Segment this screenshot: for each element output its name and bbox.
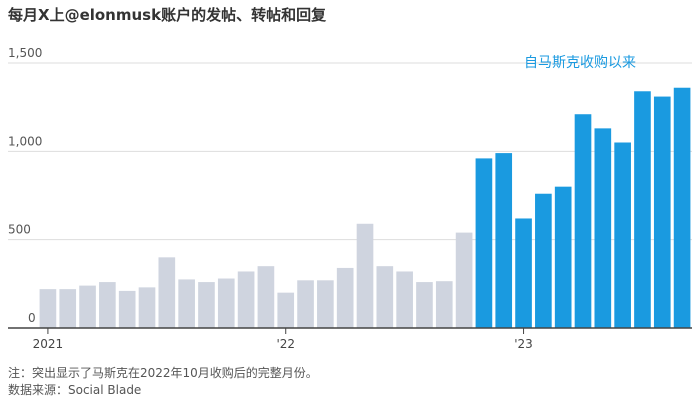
bar-post-acquisition: [614, 142, 631, 328]
bars: [39, 87, 691, 329]
bar-post-acquisition: [673, 87, 691, 328]
x-tick-label: '22: [276, 337, 295, 351]
bar-pre-acquisition: [396, 271, 413, 328]
footnote: 注：突出显示了马斯克在2022年10月收购后的完整月份。: [8, 366, 318, 380]
chart-title: 每月X上@elonmusk账户的发帖、转帖和回复: [8, 6, 327, 24]
bar-post-acquisition: [574, 114, 592, 328]
bar-pre-acquisition: [336, 267, 354, 328]
bar-post-acquisition: [594, 128, 612, 328]
x-axis-labels: 2021 '22 '23: [33, 337, 533, 351]
y-tick-label: 1,500: [8, 46, 42, 60]
bar-pre-acquisition: [277, 292, 295, 328]
bar-pre-acquisition: [158, 257, 176, 328]
bar-pre-acquisition: [376, 266, 394, 328]
bar-post-acquisition: [475, 158, 493, 328]
source-note: 数据来源：Social Blade: [8, 383, 142, 397]
bar-pre-acquisition: [39, 289, 57, 328]
bar-pre-acquisition: [237, 271, 255, 328]
bar-pre-acquisition: [138, 287, 156, 328]
bar-pre-acquisition: [257, 266, 275, 328]
x-axis: [8, 327, 692, 334]
bar-pre-acquisition: [356, 223, 374, 328]
bar-pre-acquisition: [435, 281, 453, 328]
bar-post-acquisition: [653, 96, 671, 328]
bar-pre-acquisition: [99, 282, 116, 328]
bar-pre-acquisition: [416, 282, 433, 328]
y-tick-label: 0: [28, 311, 36, 325]
x-tick-label: 2021: [33, 337, 64, 351]
bar-post-acquisition: [515, 218, 532, 328]
bar-post-acquisition: [554, 186, 572, 328]
bar-post-acquisition: [535, 193, 552, 328]
bar-pre-acquisition: [79, 285, 96, 328]
bar-pre-acquisition: [217, 278, 235, 328]
x-tick-label: '23: [514, 337, 533, 351]
bar-pre-acquisition: [178, 279, 195, 328]
bar-pre-acquisition: [455, 232, 473, 328]
bar-post-acquisition: [495, 153, 513, 328]
bar-pre-acquisition: [59, 289, 77, 328]
bar-post-acquisition: [634, 91, 651, 329]
bar-pre-acquisition: [118, 290, 136, 328]
y-tick-label: 1,000: [8, 134, 42, 148]
acquisition-annotation: 自马斯克收购以来: [524, 55, 636, 71]
y-tick-label: 500: [8, 223, 31, 237]
bar-pre-acquisition: [297, 280, 314, 328]
bar-pre-acquisition: [317, 280, 334, 328]
y-axis-labels: 0 500 1,000 1,500: [8, 46, 42, 325]
bar-pre-acquisition: [198, 282, 215, 328]
